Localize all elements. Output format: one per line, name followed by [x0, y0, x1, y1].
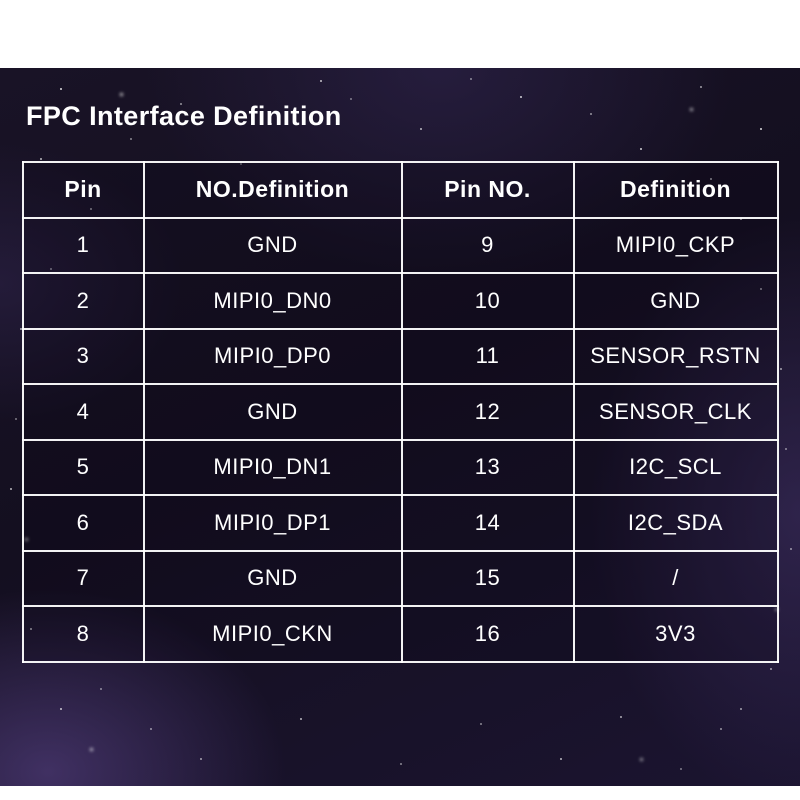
stars-glow: [0, 68, 3, 71]
table-row: 3 MIPI0_DP0 11 SENSOR_RSTN: [21, 327, 779, 385]
table-cell: 9: [400, 216, 575, 274]
header-pin: Pin: [21, 161, 145, 219]
table-cell: GND: [572, 272, 779, 330]
table-cell: GND: [142, 549, 403, 607]
table-cell: 16: [400, 605, 575, 663]
table-cell: MIPI0_DP0: [142, 327, 403, 385]
fpc-interface-table: Pin NO.Definition Pin NO. Definition 1 GN…: [21, 161, 779, 663]
table-cell: 3V3: [572, 605, 779, 663]
table-header: Pin NO.Definition Pin NO. Definition: [21, 161, 779, 219]
table-cell: 8: [21, 605, 145, 663]
table-cell: 14: [400, 494, 575, 552]
table-cell: MIPI0_DN1: [142, 438, 403, 496]
table-cell: 15: [400, 549, 575, 607]
table-cell: /: [572, 549, 779, 607]
table-header-row: Pin NO.Definition Pin NO. Definition: [21, 161, 779, 219]
table-cell: 10: [400, 272, 575, 330]
table-cell: 3: [21, 327, 145, 385]
table-cell: 7: [21, 549, 145, 607]
table-cell: 11: [400, 327, 575, 385]
table-cell: 13: [400, 438, 575, 496]
table-cell: MIPI0_DN0: [142, 272, 403, 330]
table-cell: 1: [21, 216, 145, 274]
table-row: 7 GND 15/: [21, 549, 779, 607]
table-body: 1 GND 9 MIPI0_CKP 2 MIPI0_DN0 10 GND 3 MIPI0_DP0 1…: [21, 216, 779, 663]
table-cell: SENSOR_RSTN: [572, 327, 779, 385]
table-row: 6 MIPI0_DP1 14 I2C_SDA: [21, 494, 779, 552]
header-no-definition: NO.Definition: [142, 161, 403, 219]
table-row: 8 MIPI0_CKN 16 3V3: [21, 605, 779, 663]
header-definition: Definition: [572, 161, 779, 219]
table-row: 2 MIPI0_DN0 10 GND: [21, 272, 779, 330]
table-cell: MIPI0_CKP: [572, 216, 779, 274]
table-cell: I2C_SCL: [572, 438, 779, 496]
table-cell: 5: [21, 438, 145, 496]
table-cell: 12: [400, 383, 575, 441]
table-cell: GND: [142, 383, 403, 441]
table-cell: 6: [21, 494, 145, 552]
table-cell: MIPI0_CKN: [142, 605, 403, 663]
page-title: FPC Interface Definition: [26, 101, 342, 131]
table-row: 5 MIPI0_DN1 13 I2C_SCL: [21, 438, 779, 496]
table-cell: GND: [142, 216, 403, 274]
table-row: 4 GND 12 SENSOR_CLK: [21, 383, 779, 441]
table-cell: 2: [21, 272, 145, 330]
table-row: 1 GND 9 MIPI0_CKP: [21, 216, 779, 274]
table-cell: 4: [21, 383, 145, 441]
starfield-background: FPC Interface Definition Pin NO.Definiti…: [0, 68, 800, 786]
table-cell: SENSOR_CLK: [572, 383, 779, 441]
header-pin-no: Pin NO.: [400, 161, 575, 219]
table-cell: MIPI0_DP1: [142, 494, 403, 552]
table-cell: I2C_SDA: [572, 494, 779, 552]
